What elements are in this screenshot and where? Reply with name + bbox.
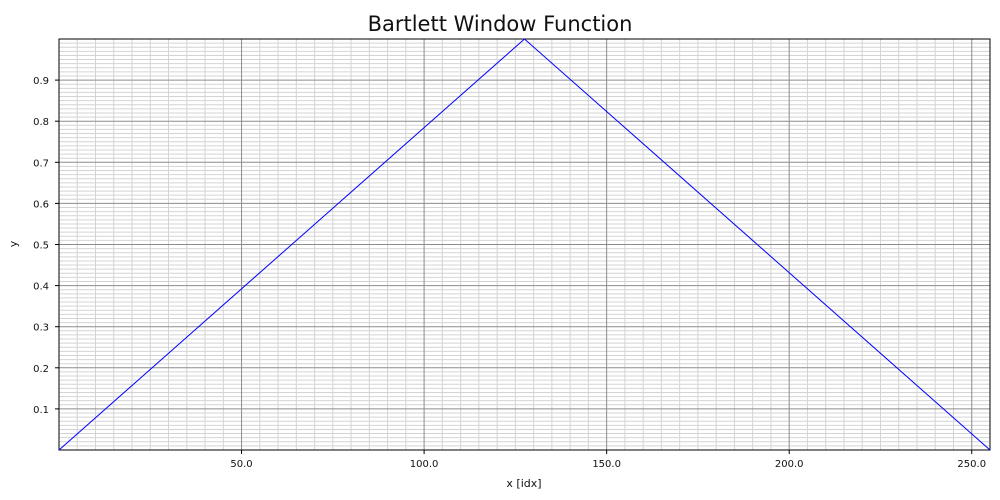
y-tick-label: 0.1 — [33, 405, 49, 416]
y-tick-label: 0.3 — [33, 323, 49, 334]
series-layer — [58, 38, 991, 451]
x-tick-label: 200.0 — [775, 459, 804, 470]
major-grid — [59, 39, 990, 450]
y-tick-label: 0.2 — [33, 364, 49, 375]
y-tick-label: 0.9 — [33, 76, 49, 87]
y-axis-label: y — [7, 240, 20, 247]
y-tick-label: 0.7 — [33, 158, 49, 169]
x-axis-label: x [idx] — [506, 477, 541, 490]
y-tick-label: 0.5 — [33, 241, 49, 252]
chart-title: Bartlett Window Function — [368, 12, 633, 36]
y-tick-label: 0.4 — [33, 282, 49, 293]
x-tick-label: 50.0 — [230, 459, 252, 470]
y-tick-label: 0.6 — [33, 199, 49, 210]
series-line-0 — [58, 38, 991, 451]
x-axis-ticks: 50.0 100.0 150.0 200.0 250.0 — [230, 450, 986, 470]
y-axis-ticks: 0.1 0.2 0.3 0.4 0.5 0.6 0.7 0.8 0.9 — [33, 76, 59, 416]
x-tick-label: 250.0 — [957, 459, 986, 470]
x-tick-label: 150.0 — [592, 459, 621, 470]
y-tick-label: 0.8 — [33, 117, 49, 128]
x-tick-label: 100.0 — [410, 459, 439, 470]
